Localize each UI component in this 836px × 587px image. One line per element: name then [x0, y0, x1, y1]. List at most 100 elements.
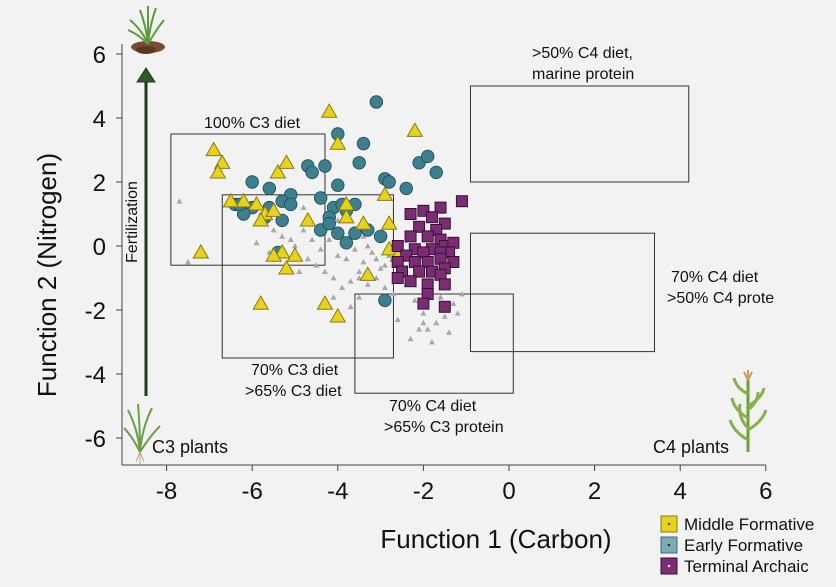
- middle-formative-point: [248, 195, 265, 211]
- middle-formative-point: [205, 141, 223, 157]
- background-sample-point: [347, 303, 354, 310]
- terminal-archaic-point: [438, 278, 451, 291]
- early-formative-point: [331, 178, 345, 192]
- early-formative-point: [322, 216, 336, 231]
- early-formative-point: [275, 213, 289, 228]
- background-sample-point: [351, 246, 358, 252]
- early-formative-point: [356, 136, 371, 151]
- x-tick-label: 2: [588, 478, 601, 505]
- middle-formative-point: [320, 103, 338, 118]
- x-tick-label: -8: [156, 478, 177, 505]
- middle-formative-point: [299, 211, 317, 227]
- diet-region-box: [354, 293, 514, 394]
- terminal-archaic-point: [438, 217, 451, 230]
- terminal-archaic-point: [391, 272, 404, 284]
- early-formative-point: [420, 149, 435, 164]
- early-formative-point: [352, 156, 366, 170]
- legend: Middle Formative Early Formative Termina…: [660, 515, 814, 576]
- terminal-archaic-point: [404, 275, 417, 288]
- background-sample-point: [364, 281, 371, 287]
- early-formative-point: [369, 95, 384, 109]
- early-formative-point: [331, 226, 345, 240]
- c3-plants-label: C3 plants: [152, 437, 228, 457]
- middle-formative-point: [252, 211, 270, 227]
- background-sample-point: [407, 335, 414, 342]
- background-sample-point: [347, 278, 354, 284]
- middle-formative-point: [278, 154, 295, 169]
- background-sample-point: [304, 255, 311, 262]
- middle-formative-point: [192, 243, 210, 259]
- corn-plant-icon: [728, 370, 768, 452]
- early-formative-point: [305, 165, 319, 180]
- background-sample-point: [428, 339, 435, 345]
- background-sample-point: [360, 233, 367, 239]
- early-formative-point: [348, 226, 362, 240]
- early-formative-point: [399, 181, 413, 196]
- diet-region-label: marine protein: [532, 66, 634, 83]
- y-tick-label: 2: [93, 170, 106, 197]
- background-sample-point: [334, 252, 341, 258]
- middle-formative-point: [252, 295, 270, 310]
- background-sample-point: [339, 284, 346, 290]
- terminal-archaic-point: [413, 220, 426, 233]
- background-sample-point: [377, 265, 384, 271]
- legend-label-early-formative: Early Formative: [684, 536, 803, 555]
- c4-plants-label: C4 plants: [653, 437, 729, 457]
- background-sample-point: [441, 313, 448, 319]
- background-sample-point: [454, 310, 461, 316]
- middle-formative-point: [209, 163, 227, 179]
- background-sample-point: [279, 233, 286, 239]
- middle-formative-point: [337, 208, 355, 224]
- fertilization-arrow: [136, 67, 156, 396]
- background-sample-point: [292, 243, 298, 249]
- background-sample-point: [176, 198, 183, 204]
- terminal-archaic-point: [400, 249, 413, 262]
- terminal-archaic-point: [438, 300, 451, 313]
- early-formative-point: [339, 236, 354, 250]
- terminal-archaic-point: [425, 211, 438, 224]
- middle-formative-point: [265, 247, 282, 262]
- x-axis-label: Function 1 (Carbon): [380, 524, 611, 554]
- x-tick-label: -6: [242, 478, 263, 505]
- diet-region-label: 70% C4 diet: [671, 269, 759, 286]
- background-sample-point: [364, 243, 371, 249]
- background-sample-point: [446, 329, 453, 335]
- y-tick-group: 6 4 2 0 -2 -4 -6: [85, 42, 122, 453]
- background-sample-point: [437, 294, 444, 300]
- background-sample-point: [373, 255, 380, 262]
- background-sample-point: [321, 268, 328, 274]
- terminal-archaic-point: [417, 204, 430, 217]
- middle-formative-point: [329, 307, 347, 323]
- early-formative-point: [245, 175, 259, 189]
- x-tick-group: -8 -6 -4 -2 0 2 4 6: [156, 465, 772, 505]
- middle-formative-point: [359, 266, 377, 281]
- middle-formative-point: [406, 122, 424, 137]
- grass-plant-icon: [127, 6, 165, 54]
- early-formative-point: [429, 165, 443, 180]
- y-tick-label: -6: [85, 426, 106, 453]
- y-tick-label: 6: [93, 42, 106, 69]
- x-tick-label: -4: [327, 478, 348, 505]
- terminal-archaic-point: [391, 240, 404, 252]
- middle-formative-point: [329, 135, 347, 150]
- x-tick-label: -2: [413, 478, 434, 505]
- background-sample-point: [185, 259, 191, 265]
- middle-formative-point: [286, 247, 304, 262]
- middle-formative-point: [316, 295, 334, 310]
- background-sample-point: [270, 227, 277, 233]
- x-tick-label: 4: [674, 478, 687, 505]
- terminal-archaic-point: [434, 201, 447, 214]
- y-tick-label: -2: [85, 298, 106, 325]
- early-formative-point: [313, 191, 328, 205]
- legend-label-terminal-archaic: Terminal Archaic: [684, 557, 809, 576]
- diet-region-box: [469, 85, 690, 183]
- fertilization-label: Fertilization: [124, 181, 141, 263]
- terminal-archaic-point: [404, 208, 417, 220]
- terminal-archaic-point: [417, 297, 430, 310]
- terminal-archaic-point: [447, 256, 460, 268]
- early-formative-point: [373, 229, 388, 244]
- background-sample-point: [287, 236, 294, 242]
- early-formative-point: [382, 175, 396, 189]
